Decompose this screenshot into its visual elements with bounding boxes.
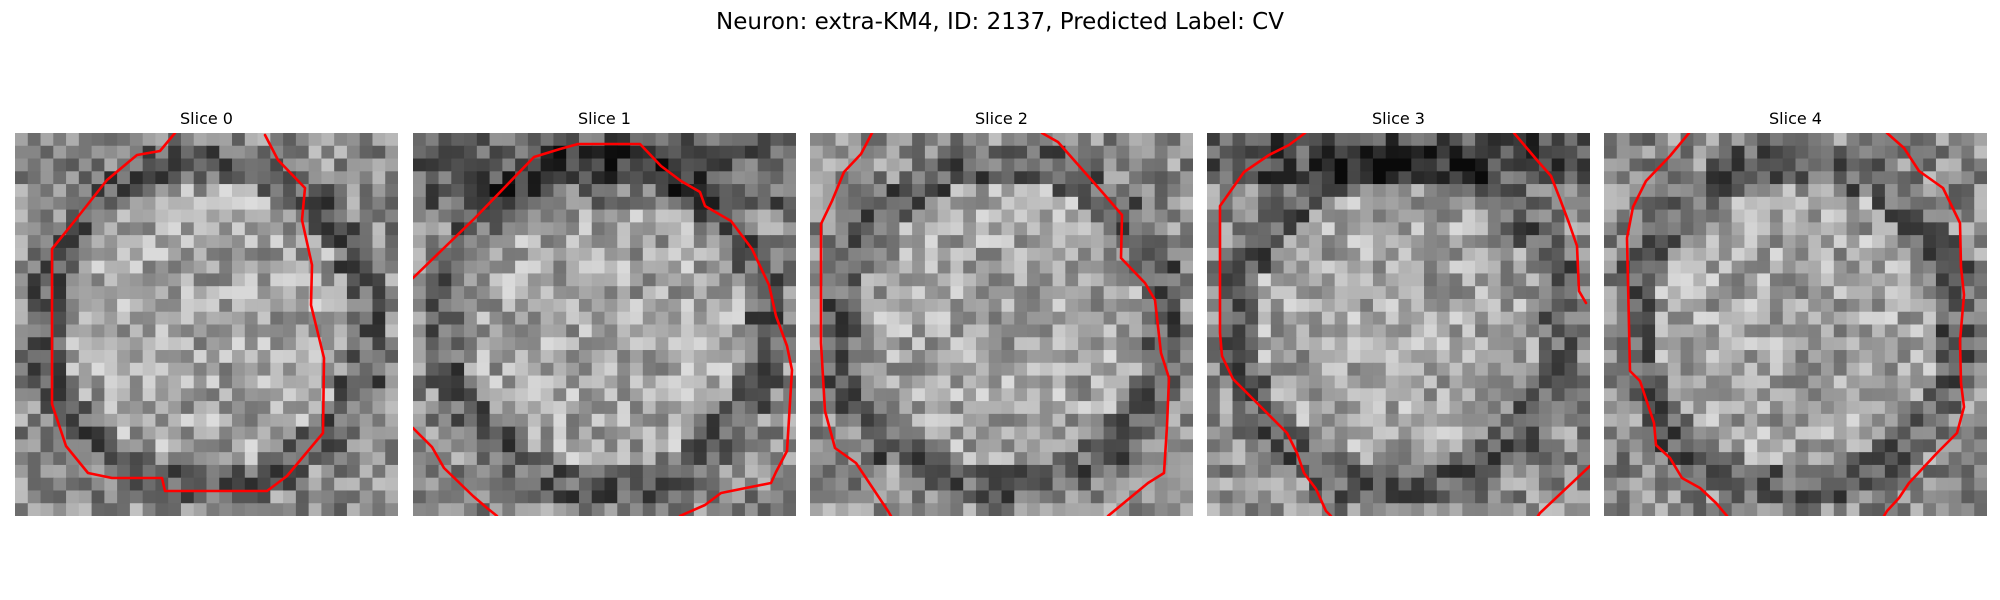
red-contour-line [1882, 133, 1966, 516]
red-contour-line [413, 142, 794, 516]
red-contour-line [1040, 133, 1171, 516]
slice-title: Slice 2 [975, 109, 1028, 128]
slice-title: Slice 0 [180, 109, 233, 128]
grayscale-microscopy-patch [810, 133, 1193, 516]
grayscale-microscopy-patch [413, 133, 796, 516]
slice-image-4 [1604, 133, 1987, 516]
red-contour-line [50, 133, 326, 493]
slice-image-1 [413, 133, 796, 516]
slice-panel-2: Slice 2 [810, 108, 1193, 520]
slice-image-2 [810, 133, 1193, 516]
red-contour-line [1536, 464, 1590, 516]
slice-image-3 [1207, 133, 1590, 516]
slice-title: Slice 1 [578, 109, 631, 128]
red-contour-line [1512, 133, 1588, 305]
red-contour-line [1218, 133, 1333, 516]
slice-panel-0: Slice 0 [15, 108, 398, 520]
slice-panel-3: Slice 3 [1207, 108, 1590, 520]
slice-panel-1: Slice 1 [413, 108, 796, 520]
red-contour-line [413, 426, 499, 516]
grayscale-microscopy-patch [1604, 133, 1987, 516]
slice-title: Slice 4 [1769, 109, 1822, 128]
figure-title: Neuron: extra-KM4, ID: 2137, Predicted L… [716, 9, 1284, 35]
slice-title: Slice 3 [1372, 109, 1425, 128]
red-contour-line [1625, 133, 1729, 516]
grayscale-microscopy-patch [15, 133, 398, 516]
slice-panel-4: Slice 4 [1604, 108, 1987, 520]
slice-image-0 [15, 133, 398, 516]
red-contour-line [819, 133, 893, 516]
grayscale-microscopy-patch [1207, 133, 1590, 516]
